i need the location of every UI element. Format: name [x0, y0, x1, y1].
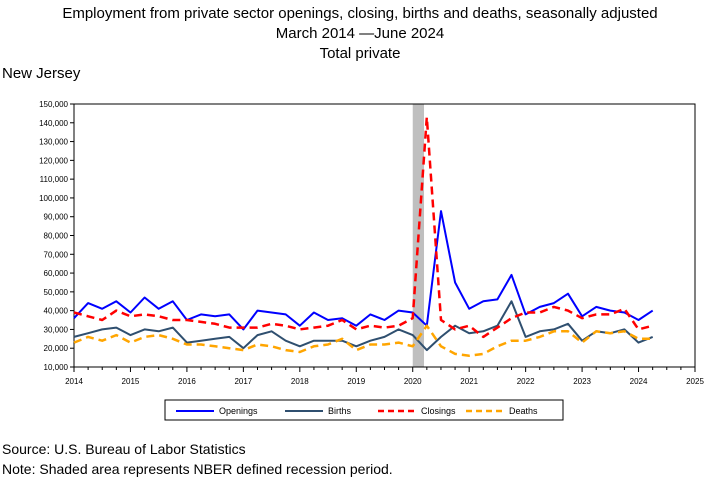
legend-label-deaths: Deaths	[509, 406, 538, 416]
y-tick-label: 80,000	[44, 232, 69, 241]
y-tick-label: 100,000	[39, 194, 68, 203]
x-tick-label: 2015	[122, 377, 140, 386]
x-tick-label: 2014	[65, 377, 83, 386]
y-tick-label: 150,000	[39, 100, 68, 109]
chart-title: Employment from private sector openings,…	[62, 5, 658, 22]
chart-subtitle-date: March 2014 —June 2024	[275, 25, 445, 42]
x-tick-label: 2021	[460, 377, 478, 386]
plot-frame	[73, 103, 696, 368]
region-label: New Jersey	[2, 65, 81, 82]
series-line-deaths	[73, 324, 653, 357]
y-tick-label: 10,000	[44, 363, 69, 372]
x-tick-label: 2022	[517, 377, 535, 386]
x-tick-label: 2016	[178, 377, 196, 386]
x-tick-label: 2025	[686, 377, 704, 386]
legend-label-births: Births	[328, 406, 352, 416]
y-tick-label: 20,000	[44, 344, 69, 353]
x-tick-label: 2017	[234, 377, 252, 386]
x-tick-label: 2023	[573, 377, 591, 386]
y-tick-label: 70,000	[44, 250, 69, 259]
legend-box	[164, 399, 564, 421]
legend: Openings Births Closings Deaths	[164, 399, 564, 421]
chart-subtitle-series: Total private	[319, 45, 401, 62]
axes-layer: 10,000 20,000 30,000 40,000 50,000 60,000 70,0…	[39, 100, 704, 386]
y-tick-label: 60,000	[44, 269, 69, 278]
legend-label-openings: Openings	[219, 406, 258, 416]
x-tick-label: 2019	[347, 377, 365, 386]
y-tick-label: 30,000	[44, 325, 69, 334]
y-tick-label: 140,000	[39, 119, 68, 128]
recession-note: Note: Shaded area represents NBER define…	[2, 461, 393, 477]
x-tick-label: 2024	[630, 377, 648, 386]
source-note: Source: U.S. Bureau of Labor Statistics	[2, 441, 246, 457]
y-tick-label: 110,000	[40, 175, 69, 184]
y-tick-label: 120,000	[39, 156, 68, 165]
y-tick-label: 130,000	[39, 138, 68, 147]
legend-label-closings: Closings	[421, 406, 456, 416]
y-tick-label: 40,000	[44, 307, 69, 316]
x-tick-label: 2018	[291, 377, 309, 386]
series-layer	[73, 115, 654, 357]
series-line-births	[73, 300, 654, 352]
y-tick-label: 50,000	[44, 288, 69, 297]
series-line-openings	[73, 210, 654, 331]
x-tick-label: 2020	[404, 377, 422, 386]
y-tick-label: 90,000	[44, 213, 69, 222]
series-line-closings	[73, 115, 654, 339]
